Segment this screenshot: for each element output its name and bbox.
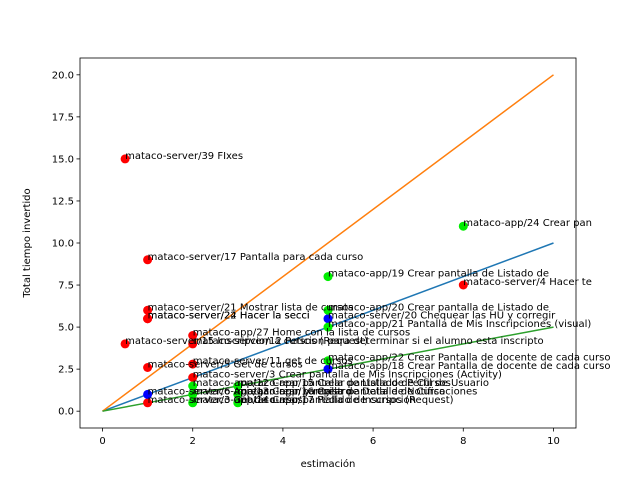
- point-annotation: mataco-server/12 Peticion para determina…: [193, 336, 544, 347]
- data-point: [188, 359, 198, 369]
- point-annotation: mataco-server/4 Hacer te: [463, 277, 592, 288]
- point-annotations: mataco-server/39 FIxes mataco-server/17 P…: [125, 151, 610, 406]
- point-annotation: mataco-server/21 Mostrar lista de cursos: [148, 302, 354, 313]
- point-annotation: mataco-server/22 Hacer la secci: [148, 311, 310, 322]
- data-point: [188, 398, 198, 408]
- point-annotation: mataco-app/15 Crear pantalla de Perfil d…: [238, 378, 489, 389]
- data-point: [188, 389, 198, 399]
- data-point: [143, 398, 153, 408]
- point-annotation: mataco-server/20 Chequear las HU y corre…: [328, 311, 556, 322]
- data-point: [323, 364, 333, 374]
- data-point: [458, 280, 468, 290]
- data-point: [188, 339, 198, 349]
- y-tick-label: 17.5: [52, 112, 74, 123]
- x-tick-label: 10: [547, 436, 560, 447]
- point-annotation: mataco-server/39 FIxes: [125, 151, 243, 162]
- y-tick-label: 7.5: [58, 281, 74, 292]
- point-annotation: mataco-app/21 Pantalla de Mis Inscripcio…: [328, 319, 591, 330]
- y-tick-label: 10.0: [52, 239, 74, 250]
- data-point: [143, 363, 153, 372]
- y-tick-label: 12.5: [52, 196, 74, 207]
- point-annotation: mataco-app/22 Crear Pantalla de docente …: [328, 353, 610, 364]
- data-point: [323, 356, 333, 366]
- x-tick-label: 4: [280, 436, 286, 447]
- x-axis-label: estimación: [301, 458, 356, 470]
- data-point: [323, 305, 333, 315]
- point-annotation: mataco-app/17 Pedido de cursos (Request): [238, 395, 454, 406]
- data-point: [188, 373, 198, 382]
- data-point: [233, 389, 243, 399]
- point-annotation: mataco-server/17 Pantalla para cada curs…: [148, 252, 364, 263]
- data-point: [143, 255, 153, 265]
- data-point: [143, 305, 153, 315]
- point-annotation: mataco-server/6 Agregar login y registro: [148, 386, 352, 397]
- y-axis-label: Total tiempo invertido: [22, 188, 33, 298]
- reference-line-1: [102, 74, 554, 412]
- point-annotation: mataco-app/16 Crear pantalla de Notifica…: [238, 386, 478, 397]
- point-annotation: mataco-server/11 get de cursos: [193, 356, 353, 367]
- point-annotation: mataco-server/3 Crear pantalla de Mis In…: [193, 370, 502, 381]
- data-points: [120, 154, 468, 408]
- data-point: [120, 154, 130, 164]
- data-point: [188, 331, 198, 340]
- point-annotation: mataco-server/3 Get de cursos: [148, 395, 303, 406]
- point-annotation: mataco-app/12 Crear pantalla de Listado …: [193, 378, 451, 389]
- point-annotation: mataco-app/20 Crear pantalla de Listado …: [328, 302, 549, 313]
- data-point: [233, 381, 243, 391]
- x-tick-label: 2: [190, 436, 196, 447]
- data-point: [458, 221, 468, 231]
- data-point: [143, 314, 153, 324]
- data-point: [323, 314, 333, 324]
- y-tick-label: 15.0: [52, 154, 74, 165]
- data-point: [323, 272, 333, 282]
- point-annotation: mataco-server/24 Hacer la secci: [148, 311, 310, 322]
- x-tick-label: 0: [99, 436, 105, 447]
- data-point: [323, 322, 333, 332]
- point-annotation: mataco-app/18 Crear Pantalla de docente …: [328, 361, 610, 372]
- x-tick-label: 6: [370, 436, 376, 447]
- point-annotation: mataco-app/14 Crear pantalla de Inscripc…: [193, 395, 416, 406]
- x-axis-ticks: 0 2 4 6 8 10: [99, 428, 560, 447]
- y-axis-ticks: 0.0 2.5 5.0 7.5 10.0 12.5 15.0 17.5 20.0: [52, 70, 80, 418]
- point-annotation: mataco-app/13 Crear pantalla de Detalle …: [193, 386, 446, 397]
- point-annotation: mataco-app/19 Crear pantalla de Listado …: [328, 269, 549, 280]
- point-annotation: mataco-app/27 Home con la lista de curso…: [193, 328, 411, 339]
- point-annotation: mataco-server/15 Inscripcion a cursos (R…: [125, 336, 368, 347]
- data-point: [188, 381, 198, 391]
- x-tick-label: 8: [460, 436, 466, 447]
- data-point: [120, 339, 130, 349]
- data-point: [233, 398, 243, 408]
- point-annotation: mataco-app/24 Crear pan: [463, 218, 592, 229]
- y-tick-label: 5.0: [58, 323, 74, 334]
- data-point: [143, 389, 153, 399]
- y-tick-label: 20.0: [52, 70, 74, 81]
- point-annotation: mataco-server/5 Get de cursos: [148, 360, 303, 371]
- y-tick-label: 0.0: [58, 407, 74, 418]
- y-tick-label: 2.5: [58, 365, 74, 376]
